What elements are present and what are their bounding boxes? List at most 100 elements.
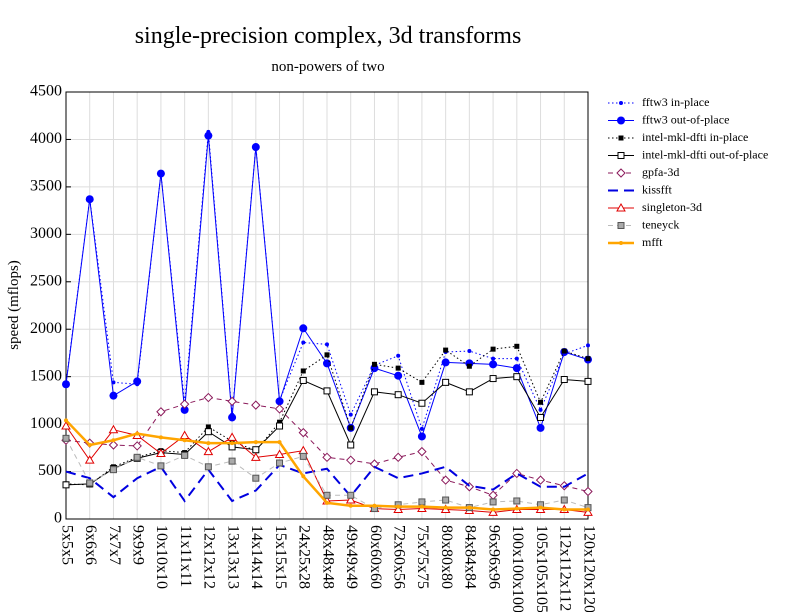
marker — [419, 379, 425, 385]
marker — [417, 446, 427, 457]
marker — [64, 418, 68, 423]
marker — [298, 445, 309, 455]
marker — [346, 455, 356, 465]
marker — [617, 222, 625, 229]
marker — [348, 412, 353, 417]
x-tick-label: 9x9x9 — [130, 525, 147, 565]
marker — [203, 446, 214, 456]
x-tick-label: 6x6x6 — [82, 525, 99, 565]
marker — [299, 324, 308, 333]
marker — [325, 500, 329, 505]
marker — [535, 475, 546, 485]
marker — [205, 424, 211, 430]
y-tick-label: 3500 — [30, 178, 62, 195]
marker — [536, 423, 545, 432]
marker — [348, 425, 354, 431]
series-line — [65, 345, 589, 486]
marker — [617, 116, 625, 125]
marker — [616, 202, 626, 212]
marker — [156, 407, 166, 417]
marker — [182, 438, 187, 443]
marker — [86, 479, 94, 487]
marker — [277, 419, 283, 425]
marker — [537, 413, 545, 421]
marker — [513, 373, 521, 381]
marker — [583, 507, 593, 516]
x-tick-label: 11x11x11 — [177, 525, 194, 587]
chart-title: single-precision complex, 3d transforms — [135, 23, 522, 49]
x-tick-label: 112x112x112 — [557, 525, 574, 611]
marker — [467, 349, 472, 354]
marker — [491, 356, 496, 361]
marker — [85, 195, 94, 204]
marker — [372, 503, 377, 508]
marker — [514, 356, 519, 361]
marker — [62, 481, 70, 489]
marker — [347, 441, 355, 449]
x-tick-label: 120x120x120 — [580, 525, 597, 612]
x-tick-label: 12x12x12 — [201, 525, 218, 589]
marker — [274, 449, 285, 458]
marker — [394, 371, 403, 380]
marker — [348, 503, 353, 508]
marker — [204, 428, 212, 436]
y-tick-label: 0 — [54, 510, 62, 527]
legend-label: teneyck — [642, 217, 679, 231]
marker — [561, 348, 567, 354]
marker — [514, 343, 520, 349]
marker — [619, 101, 623, 105]
marker — [250, 452, 261, 461]
marker — [204, 463, 212, 471]
legend-label: intel-mkl-dfti out-of-place — [642, 147, 768, 161]
marker — [491, 507, 496, 512]
y-axis-label: speed (mflops) — [6, 260, 22, 350]
marker — [301, 474, 306, 479]
marker — [62, 380, 70, 389]
y-tick-label: 2500 — [30, 272, 62, 289]
marker — [277, 440, 282, 445]
marker — [418, 498, 426, 506]
marker — [443, 505, 448, 510]
marker — [204, 131, 213, 140]
y-tick-label: 1000 — [30, 415, 62, 432]
x-tick-label: 96x96x96 — [485, 525, 502, 589]
legend-label: fftw3 out-of-place — [642, 112, 729, 126]
marker — [156, 169, 165, 178]
marker — [617, 152, 625, 159]
marker — [322, 452, 332, 463]
marker — [227, 432, 237, 441]
marker — [135, 431, 140, 436]
chart-subtitle: non-powers of two — [271, 59, 384, 75]
marker — [489, 498, 497, 506]
x-tick-label: 100x100x100 — [509, 525, 526, 612]
x-tick-label: 84x84x84 — [462, 525, 479, 589]
marker — [181, 451, 189, 459]
marker — [252, 446, 260, 454]
marker — [512, 364, 521, 373]
marker — [396, 504, 401, 509]
marker — [562, 507, 567, 512]
marker — [419, 426, 424, 431]
marker — [442, 378, 450, 386]
marker — [300, 368, 306, 374]
legend-label: mfft — [642, 235, 663, 249]
marker — [442, 496, 450, 504]
marker — [203, 392, 214, 403]
marker — [230, 441, 235, 446]
x-tick-label: 7x7x7 — [106, 525, 123, 565]
marker — [616, 168, 626, 178]
marker — [371, 361, 377, 367]
marker — [206, 441, 211, 446]
marker — [323, 387, 331, 395]
marker — [179, 430, 190, 439]
marker — [157, 462, 165, 470]
marker — [347, 491, 355, 499]
marker — [514, 506, 519, 511]
x-tick-label: 13x13x13 — [224, 525, 241, 589]
marker — [227, 396, 237, 407]
legend-label: intel-mkl-dfti in-place — [642, 130, 748, 144]
marker — [585, 356, 591, 362]
marker — [133, 377, 142, 386]
x-tick-label: 10x10x10 — [153, 525, 170, 589]
